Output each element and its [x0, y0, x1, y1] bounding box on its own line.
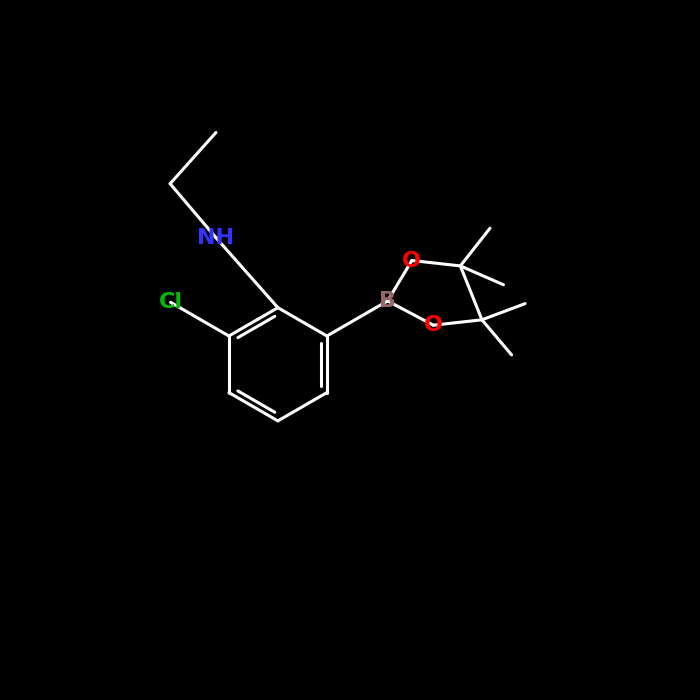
Text: Cl: Cl	[158, 293, 183, 312]
Text: O: O	[424, 315, 443, 335]
Text: NH: NH	[197, 228, 234, 248]
Text: O: O	[402, 251, 421, 270]
Text: B: B	[379, 291, 396, 311]
